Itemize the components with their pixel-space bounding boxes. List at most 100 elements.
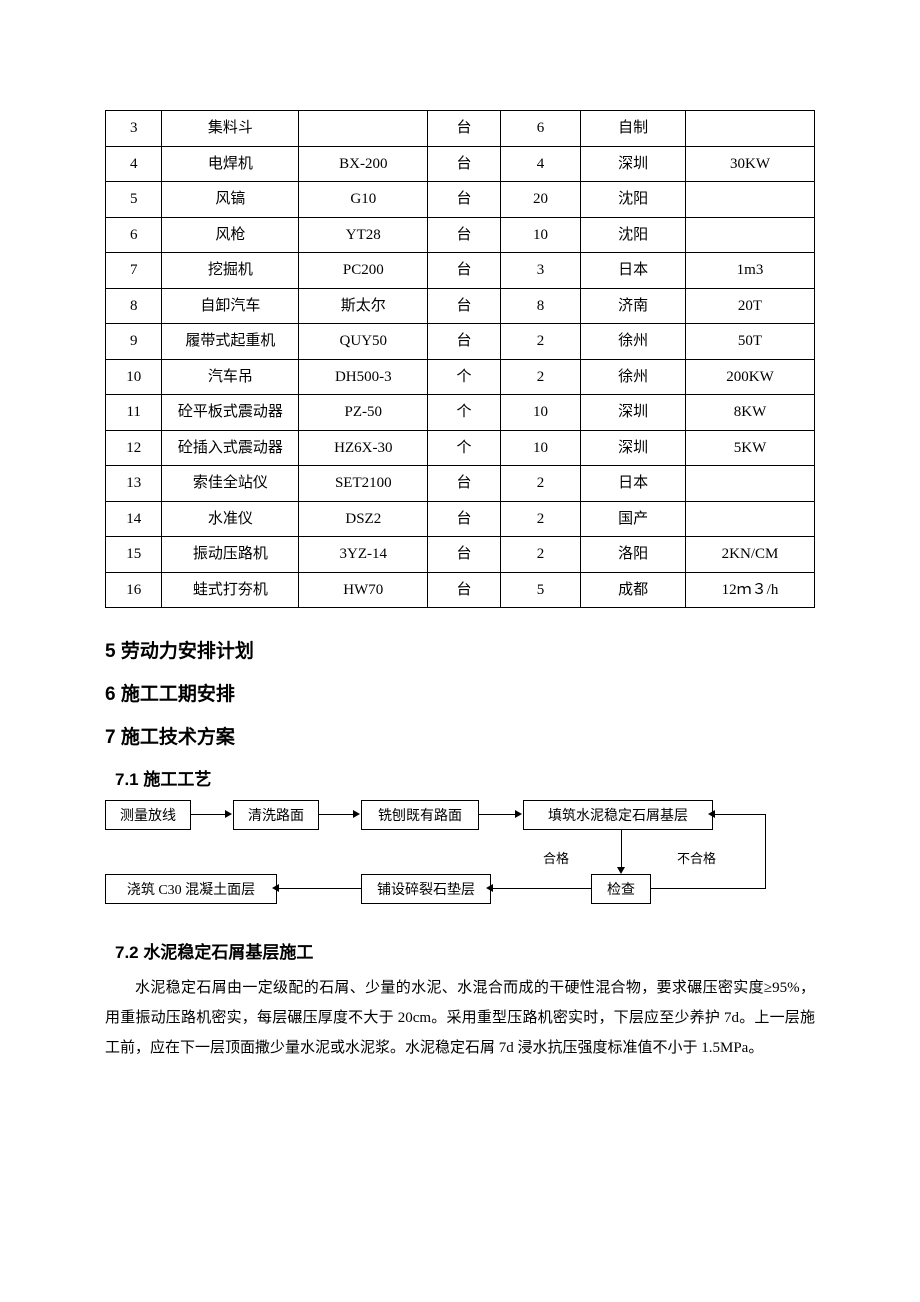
table-cell: YT28 (299, 217, 428, 253)
table-cell (299, 111, 428, 147)
table-cell: 10 (500, 395, 581, 431)
table-cell: 台 (428, 146, 501, 182)
table-row: 3集料斗台6自制 (106, 111, 815, 147)
table-cell: 台 (428, 572, 501, 608)
table-cell: 沈阳 (581, 182, 686, 218)
table-cell: 20 (500, 182, 581, 218)
table-row: 9履带式起重机QUY50台2徐州50T (106, 324, 815, 360)
table-cell: 9 (106, 324, 162, 360)
table-cell: 3 (500, 253, 581, 289)
table-cell: 履带式起重机 (162, 324, 299, 360)
table-cell: 8 (500, 288, 581, 324)
table-row: 7挖掘机PC200台3日本1m3 (106, 253, 815, 289)
table-cell: 200KW (686, 359, 815, 395)
flow-node-1: 测量放线 (105, 800, 191, 830)
table-cell: 挖掘机 (162, 253, 299, 289)
table-cell: 沈阳 (581, 217, 686, 253)
table-cell: 洛阳 (581, 537, 686, 573)
table-cell: 台 (428, 182, 501, 218)
flow-label-ng: 不合格 (677, 848, 716, 867)
table-cell: 台 (428, 217, 501, 253)
table-cell: 深圳 (581, 395, 686, 431)
table-cell: 2 (500, 501, 581, 537)
table-cell (686, 466, 815, 502)
table-cell: SET2100 (299, 466, 428, 502)
table-cell: 5KW (686, 430, 815, 466)
table-cell: 6 (500, 111, 581, 147)
heading-7-1: 7.1 施工工艺 (115, 765, 815, 790)
table-cell: 风镐 (162, 182, 299, 218)
table-cell: 3 (106, 111, 162, 147)
heading-6: 6 施工工期安排 (105, 679, 815, 706)
table-cell: 振动压路机 (162, 537, 299, 573)
table-cell: 1m3 (686, 253, 815, 289)
table-cell: 个 (428, 395, 501, 431)
table-cell: 20T (686, 288, 815, 324)
table-row: 10汽车吊DH500-3个2徐州200KW (106, 359, 815, 395)
table-cell: G10 (299, 182, 428, 218)
table-cell: 2 (500, 537, 581, 573)
table-cell: 台 (428, 324, 501, 360)
flow-node-2: 清洗路面 (233, 800, 319, 830)
table-cell: 5 (500, 572, 581, 608)
heading-7-2: 7.2 水泥稳定石屑基层施工 (115, 938, 815, 963)
table-cell: DSZ2 (299, 501, 428, 537)
table-cell: 10 (500, 217, 581, 253)
table-cell: 蛙式打夯机 (162, 572, 299, 608)
table-cell: PC200 (299, 253, 428, 289)
table-cell (686, 501, 815, 537)
table-row: 15振动压路机3YZ-14台2洛阳2KN/CM (106, 537, 815, 573)
table-row: 11砼平板式震动器PZ-50个10深圳8KW (106, 395, 815, 431)
table-cell: 个 (428, 430, 501, 466)
table-cell: 2 (500, 359, 581, 395)
table-cell: HW70 (299, 572, 428, 608)
table-cell (686, 217, 815, 253)
table-cell: BX-200 (299, 146, 428, 182)
table-cell: 日本 (581, 466, 686, 502)
table-cell (686, 111, 815, 147)
paragraph-7-2: 水泥稳定石屑由一定级配的石屑、少量的水泥、水混合而成的干硬性混合物，要求碾压密实… (105, 973, 815, 1063)
flow-node-4: 填筑水泥稳定石屑基层 (523, 800, 713, 830)
table-row: 13索佳全站仪SET2100台2日本 (106, 466, 815, 502)
table-cell: 深圳 (581, 430, 686, 466)
table-cell: 风枪 (162, 217, 299, 253)
table-cell: 自卸汽车 (162, 288, 299, 324)
table-cell: DH500-3 (299, 359, 428, 395)
table-cell: 12ｍ３/h (686, 572, 815, 608)
table-row: 5风镐G10台20沈阳 (106, 182, 815, 218)
table-cell: 砼插入式震动器 (162, 430, 299, 466)
table-cell: 砼平板式震动器 (162, 395, 299, 431)
table-cell: 8KW (686, 395, 815, 431)
table-cell: 12 (106, 430, 162, 466)
table-cell: 5 (106, 182, 162, 218)
process-flowchart: 测量放线 清洗路面 铣刨既有路面 填筑水泥稳定石屑基层 检查 铺设碎裂石垫层 浇… (105, 800, 815, 910)
table-cell: 个 (428, 359, 501, 395)
table-cell: 台 (428, 288, 501, 324)
table-cell: 日本 (581, 253, 686, 289)
table-cell: 15 (106, 537, 162, 573)
table-cell: 索佳全站仪 (162, 466, 299, 502)
table-cell: 台 (428, 466, 501, 502)
table-cell: 斯太尔 (299, 288, 428, 324)
heading-5: 5 劳动力安排计划 (105, 636, 815, 663)
table-cell: 台 (428, 537, 501, 573)
table-cell: 50T (686, 324, 815, 360)
table-cell: 4 (500, 146, 581, 182)
flow-node-5: 检查 (591, 874, 651, 904)
table-cell: 台 (428, 501, 501, 537)
table-cell: 2KN/CM (686, 537, 815, 573)
table-cell: 10 (500, 430, 581, 466)
table-cell: PZ-50 (299, 395, 428, 431)
equipment-table: 3集料斗台6自制4电焊机BX-200台4深圳30KW5风镐G10台20沈阳6风枪… (105, 110, 815, 608)
table-cell: 集料斗 (162, 111, 299, 147)
table-cell: 14 (106, 501, 162, 537)
table-cell: 自制 (581, 111, 686, 147)
table-row: 16蛙式打夯机HW70台5成都12ｍ３/h (106, 572, 815, 608)
flow-node-3: 铣刨既有路面 (361, 800, 479, 830)
table-cell: 徐州 (581, 359, 686, 395)
table-cell: 30KW (686, 146, 815, 182)
table-cell: 7 (106, 253, 162, 289)
table-cell: 10 (106, 359, 162, 395)
table-cell: 台 (428, 253, 501, 289)
table-cell: 2 (500, 324, 581, 360)
